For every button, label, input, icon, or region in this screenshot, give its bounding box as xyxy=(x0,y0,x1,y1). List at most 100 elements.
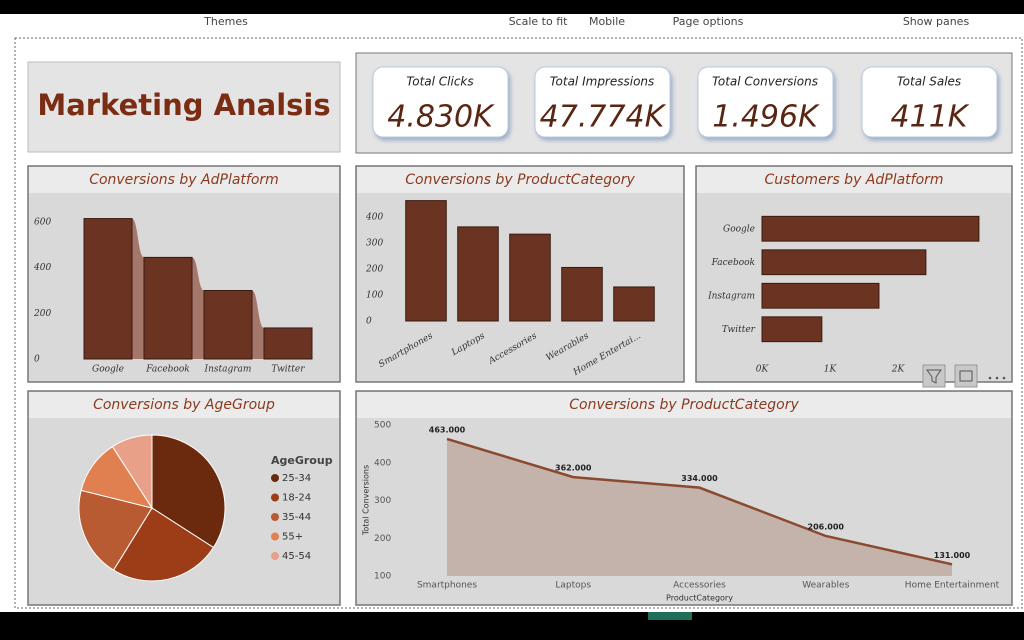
kpi-label: Total Conversions xyxy=(712,75,818,89)
x-tick-label: Google xyxy=(92,365,124,375)
bar xyxy=(83,218,133,360)
y-tick-label: Google xyxy=(723,224,755,234)
more-dot xyxy=(988,376,992,380)
y-tick-label: 0 xyxy=(366,317,372,327)
x-axis-title: ProductCategory xyxy=(666,594,733,603)
bar xyxy=(561,266,603,322)
x-tick-label: Accessories xyxy=(673,581,726,591)
chart-title: Conversions by AdPlatform xyxy=(89,172,279,188)
chart-header xyxy=(697,167,1011,193)
legend-label: 45-54 xyxy=(282,551,311,562)
kpi-value: 4.830K xyxy=(387,100,495,135)
filter-icon[interactable] xyxy=(922,364,946,388)
more-dot xyxy=(995,376,999,380)
kpi-card xyxy=(697,66,834,138)
dashboard-title: Marketing Analsis xyxy=(37,88,330,122)
pie-slice xyxy=(78,489,153,571)
ribbon xyxy=(192,257,204,359)
toolbar-item[interactable]: Themes xyxy=(203,15,248,28)
more-dot xyxy=(1002,376,1006,380)
toolbar-item[interactable]: Scale to fit xyxy=(509,15,569,28)
ribbon xyxy=(132,218,144,359)
bar xyxy=(761,316,823,343)
y-tick-label: 300 xyxy=(374,496,391,506)
x-tick-label: Twitter xyxy=(271,365,305,375)
data-label: 206.000 xyxy=(808,522,845,531)
filter-glyph xyxy=(926,369,942,384)
bar xyxy=(203,290,253,360)
legend-label: 35-44 xyxy=(282,512,311,523)
y-tick-label: 400 xyxy=(374,458,391,468)
chart-header xyxy=(29,167,339,193)
data-label: 463.000 xyxy=(429,425,466,434)
x-tick-label: 0K xyxy=(756,365,770,375)
toolbar-item[interactable]: Show panes xyxy=(903,15,970,28)
x-tick-label: Smartphones xyxy=(417,581,477,591)
x-tick-label: Home Entertainment xyxy=(905,581,1000,591)
legend-title: AgeGroup xyxy=(271,454,333,467)
y-tick-label: Instagram xyxy=(707,291,755,301)
focus-glyph xyxy=(959,370,973,382)
toolbar: Themes Scale to fit Mobile Page options Show… xyxy=(203,15,969,28)
bar xyxy=(613,286,655,322)
chart-title: Conversions by ProductCategory xyxy=(569,397,799,413)
kpi-card xyxy=(534,66,671,138)
kpi-value: 1.496K xyxy=(712,100,820,135)
legend-swatch xyxy=(271,493,279,502)
y-tick-label: Facebook xyxy=(711,258,755,268)
bar xyxy=(761,215,980,242)
bar xyxy=(761,249,927,276)
legend-swatch xyxy=(271,513,279,521)
legend-label: 55+ xyxy=(282,532,303,543)
y-tick-label: 100 xyxy=(374,572,391,582)
ribbon xyxy=(252,290,264,359)
legend-label: 25-34 xyxy=(282,473,311,484)
kpi-label: Total Clicks xyxy=(406,75,473,89)
y-tick-label: 500 xyxy=(374,421,391,431)
line xyxy=(446,437,953,566)
x-tick-label: Facebook xyxy=(145,365,189,375)
kpi-value: 47.774K xyxy=(540,100,667,135)
y-tick-label: 300 xyxy=(366,239,383,249)
chart-header xyxy=(357,167,683,193)
focus-icon[interactable] xyxy=(954,364,978,388)
legend-swatch xyxy=(271,474,279,482)
x-tick-label: Laptops xyxy=(555,581,591,591)
chart-header xyxy=(29,392,339,418)
bar xyxy=(509,233,551,322)
x-tick-label: Wearables xyxy=(802,581,849,591)
y-tick-label: 100 xyxy=(366,291,383,301)
kpi-label: Total Impressions xyxy=(550,75,655,89)
y-tick-label: 0 xyxy=(34,355,40,365)
bar xyxy=(405,200,447,322)
chart-title: Conversions by AgeGroup xyxy=(93,397,275,413)
kpi-value: 411K xyxy=(891,100,970,135)
y-tick-label: 200 xyxy=(365,265,383,275)
toolbar-item[interactable]: Mobile xyxy=(589,15,625,28)
legend-label: 18-24 xyxy=(282,493,311,504)
y-tick-label: Twitter xyxy=(722,325,756,335)
y-tick-label: 200 xyxy=(374,534,391,544)
y-tick-label: 400 xyxy=(33,263,51,273)
kpi-label: Total Sales xyxy=(897,75,961,89)
chart-header xyxy=(357,392,1011,418)
x-tick-label: 2K xyxy=(891,365,906,375)
active-tab xyxy=(648,612,692,620)
chart-title: Customers by AdPlatform xyxy=(764,172,943,188)
top-bar xyxy=(0,0,1024,14)
bar xyxy=(457,226,499,322)
bar xyxy=(143,256,193,360)
bar xyxy=(761,282,880,309)
x-tick-label: 1K xyxy=(824,365,838,375)
toolbar-item[interactable]: Page options xyxy=(673,15,744,28)
pie-slice xyxy=(111,434,153,510)
data-label: 362.000 xyxy=(555,464,592,473)
canvas-border xyxy=(14,37,1023,609)
title-panel xyxy=(27,61,341,153)
kpi-group: Total Clicks 4.830K Total Impressions 47.77… xyxy=(372,66,998,138)
legend-swatch xyxy=(271,552,279,560)
bottom-bar xyxy=(0,612,1024,640)
legend-swatch xyxy=(271,532,279,541)
x-tick-label: Instagram xyxy=(204,365,252,375)
